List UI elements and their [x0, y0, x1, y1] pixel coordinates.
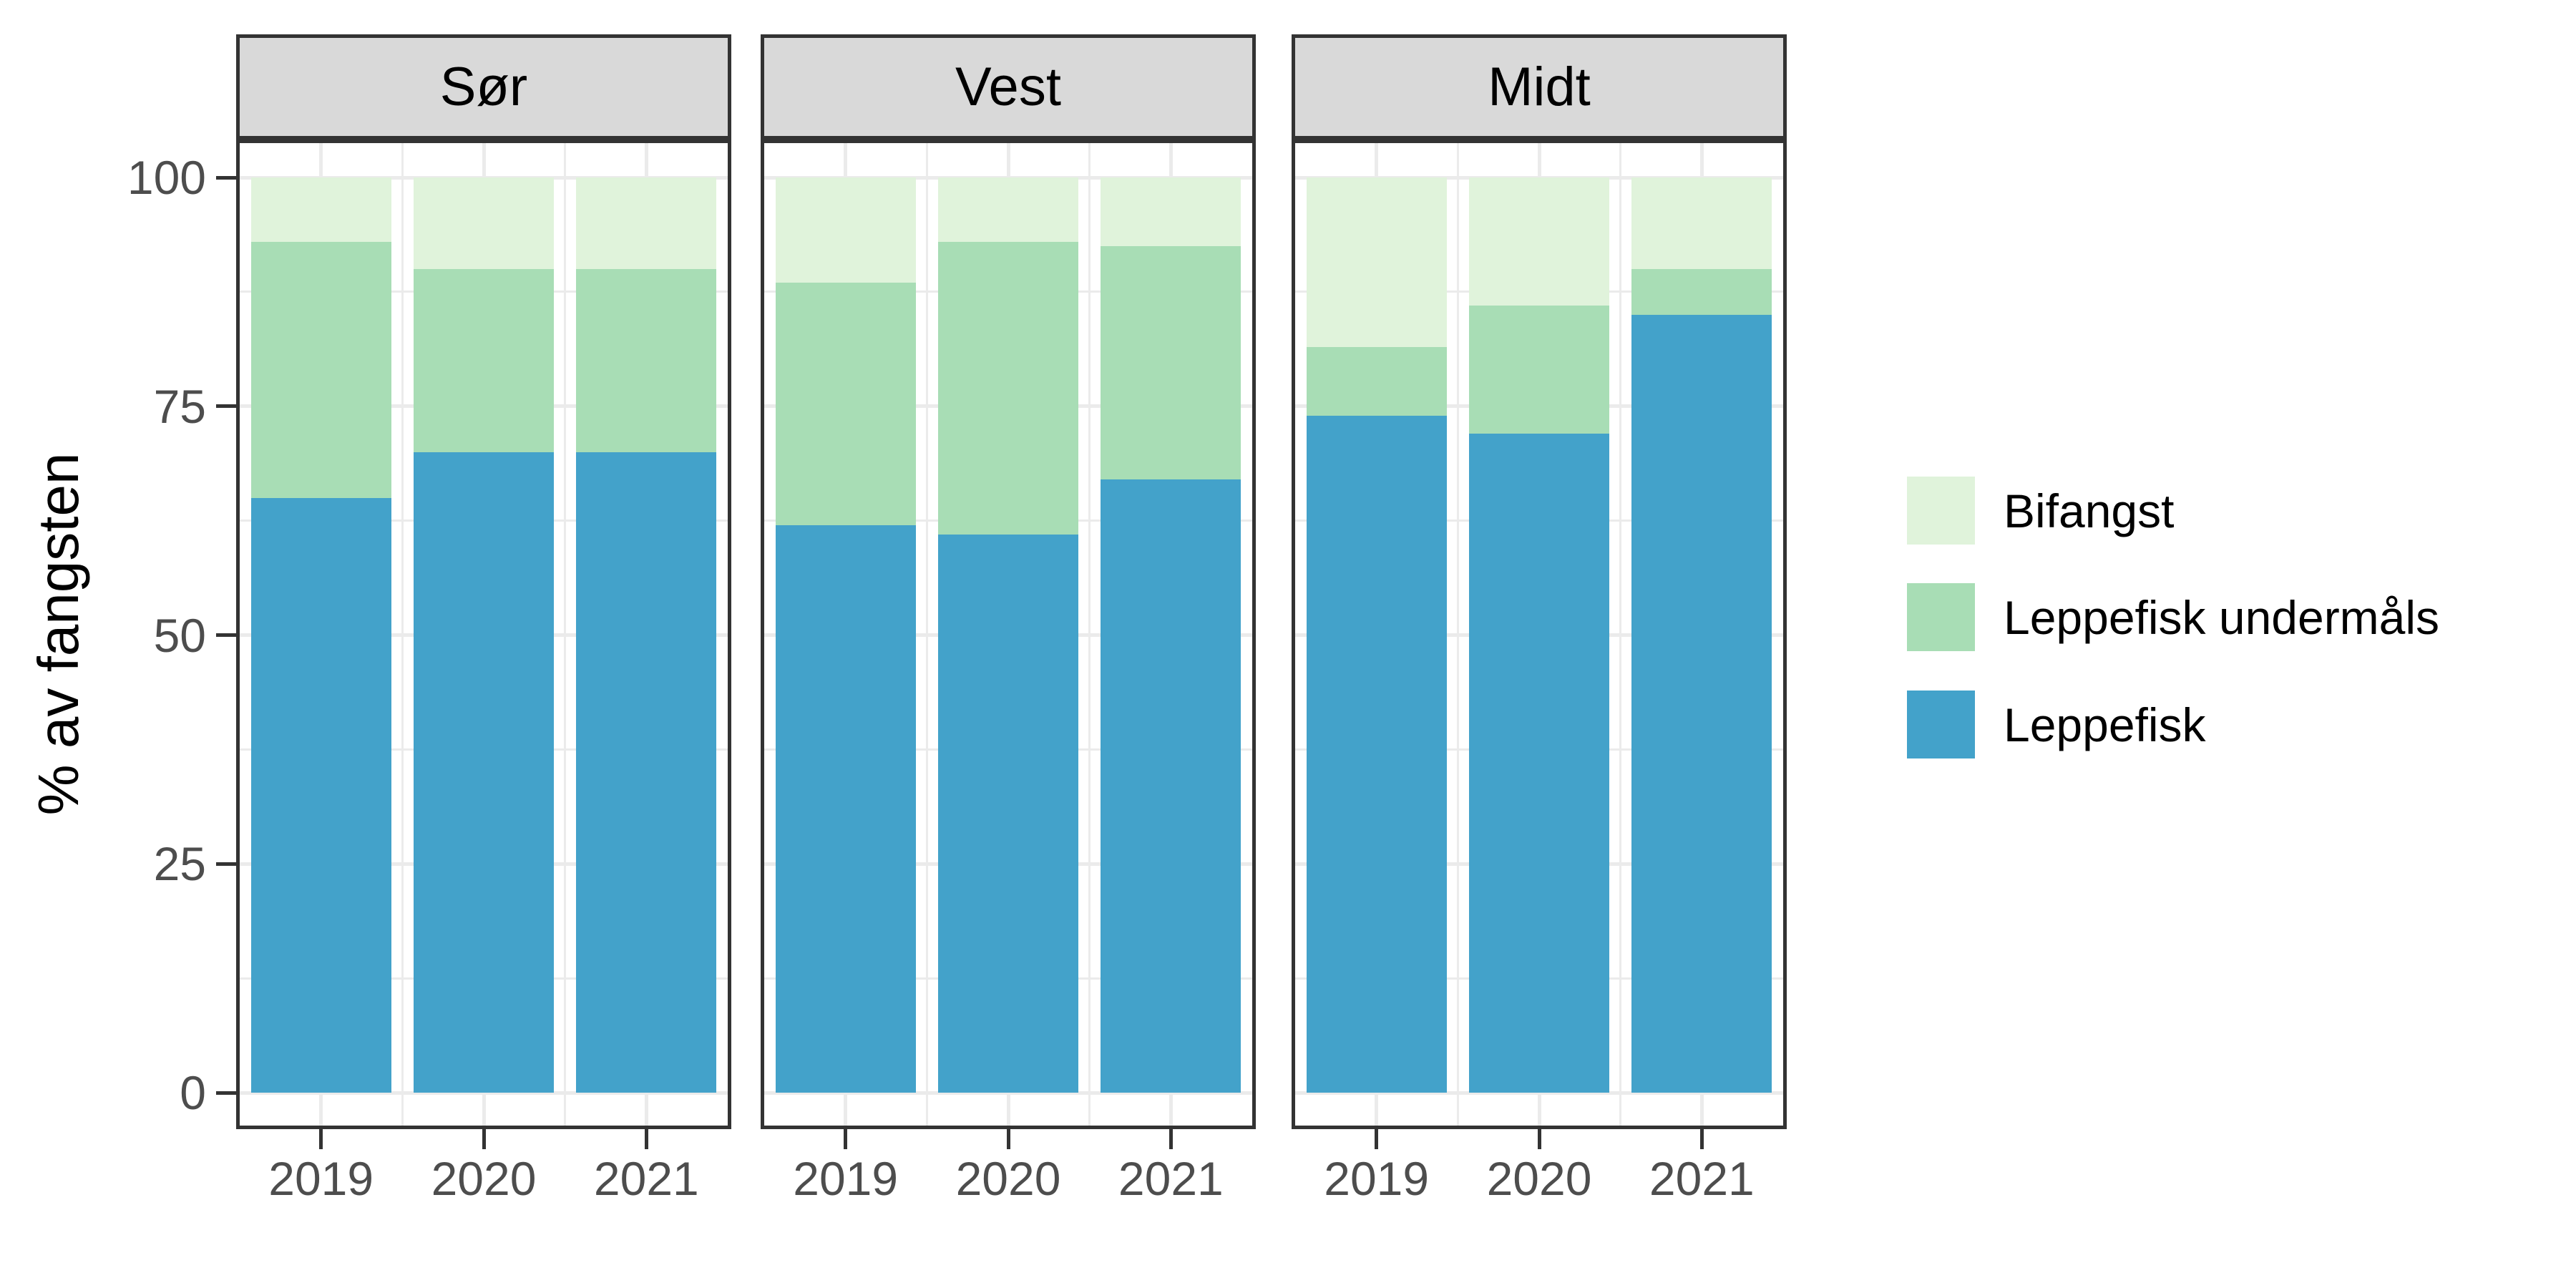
legend-swatch [1907, 477, 1975, 545]
y-tick-label: 75 [153, 379, 206, 433]
bar-segment-bifangst [938, 177, 1078, 242]
facet-strip-0: Sør [236, 34, 731, 140]
facet-strip-1: Vest [761, 34, 1256, 140]
legend-label: Leppefisk undermåls [2004, 590, 2440, 644]
legend-label: Leppefisk [2004, 698, 2206, 751]
x-tick-label: 2019 [793, 1152, 899, 1205]
y-tick-label: 25 [153, 837, 206, 891]
y-axis-tick [216, 175, 236, 180]
x-tick-label: 2019 [1324, 1152, 1430, 1205]
bar-segment-leppefisk-underm-ls [1306, 346, 1447, 416]
bar-segment-leppefisk [1631, 314, 1772, 1093]
bar-segment-leppefisk-underm-ls [775, 283, 916, 525]
bar-segment-bifangst [250, 177, 391, 242]
bar-segment-leppefisk [938, 534, 1078, 1093]
bar-segment-leppefisk-underm-ls [250, 241, 391, 498]
bar-segment-bifangst [576, 177, 717, 269]
x-tick-label: 2021 [1649, 1152, 1755, 1205]
facet-strip-2: Midt [1292, 34, 1787, 140]
facet-strip-label: Vest [955, 56, 1061, 117]
bar-segment-leppefisk-underm-ls [576, 268, 717, 452]
y-axis-tick [216, 404, 236, 409]
x-axis-tick [844, 1129, 848, 1149]
bar-segment-leppefisk-underm-ls [1101, 245, 1241, 480]
bar-segment-leppefisk [576, 452, 717, 1093]
gridline-minor-x0 [401, 143, 404, 1126]
x-axis-tick [1537, 1129, 1541, 1149]
legend-item-bifangst: Bifangst [1907, 477, 2551, 545]
y-axis-tick [216, 633, 236, 637]
panel-2 [1292, 140, 1787, 1129]
legend-swatch [1907, 691, 1975, 758]
bar-segment-bifangst [1306, 177, 1447, 347]
x-axis-tick [1699, 1129, 1704, 1149]
y-axis-tick [216, 1091, 236, 1095]
x-axis-tick [319, 1129, 323, 1149]
facet-strip-label: Midt [1488, 56, 1591, 117]
gridline-minor-x1 [1088, 143, 1091, 1126]
bar-segment-leppefisk-underm-ls [414, 268, 554, 452]
bar-segment-leppefisk [250, 497, 391, 1093]
y-tick-label: 50 [153, 608, 206, 662]
bar-segment-leppefisk [1101, 479, 1241, 1093]
bar-segment-bifangst [414, 177, 554, 269]
bar-segment-leppefisk [775, 525, 916, 1093]
y-tick-label: 0 [180, 1066, 206, 1119]
x-tick-label: 2020 [955, 1152, 1061, 1205]
bar-segment-bifangst [1101, 177, 1241, 246]
x-tick-label: 2019 [268, 1152, 374, 1205]
bar-segment-bifangst [1631, 177, 1772, 269]
x-axis-tick [482, 1129, 486, 1149]
x-axis-tick [1006, 1129, 1010, 1149]
bar-segment-leppefisk [1469, 434, 1609, 1093]
bar-segment-leppefisk-underm-ls [1631, 268, 1772, 315]
x-tick-label: 2021 [1118, 1152, 1224, 1205]
panel-0 [236, 140, 731, 1129]
x-tick-label: 2020 [431, 1152, 537, 1205]
x-axis-tick [1169, 1129, 1173, 1149]
facet-strip-label: Sør [439, 56, 528, 117]
x-tick-label: 2021 [593, 1152, 699, 1205]
y-tick-label: 100 [127, 151, 206, 204]
legend-label: Bifangst [2004, 484, 2175, 537]
gridline-minor-x0 [925, 143, 928, 1126]
gridline-minor-x1 [1619, 143, 1622, 1126]
gridline-minor-x1 [564, 143, 567, 1126]
gridline-minor-x0 [1456, 143, 1459, 1126]
bar-segment-leppefisk-underm-ls [1469, 306, 1609, 434]
bar-segment-leppefisk-underm-ls [938, 241, 1078, 535]
legend-swatch [1907, 583, 1975, 651]
legend-item-leppefisk: Leppefisk [1907, 691, 2551, 758]
bar-segment-bifangst [1469, 177, 1609, 306]
x-axis-tick [644, 1129, 648, 1149]
x-axis-tick [1375, 1129, 1379, 1149]
bar-segment-leppefisk [1306, 415, 1447, 1093]
bar-segment-leppefisk [414, 452, 554, 1093]
panel-1 [761, 140, 1256, 1129]
bar-segment-bifangst [775, 177, 916, 283]
x-tick-label: 2020 [1486, 1152, 1592, 1205]
legend-item-leppefisk-underm-ls: Leppefisk undermåls [1907, 583, 2551, 651]
y-axis-tick [216, 862, 236, 866]
